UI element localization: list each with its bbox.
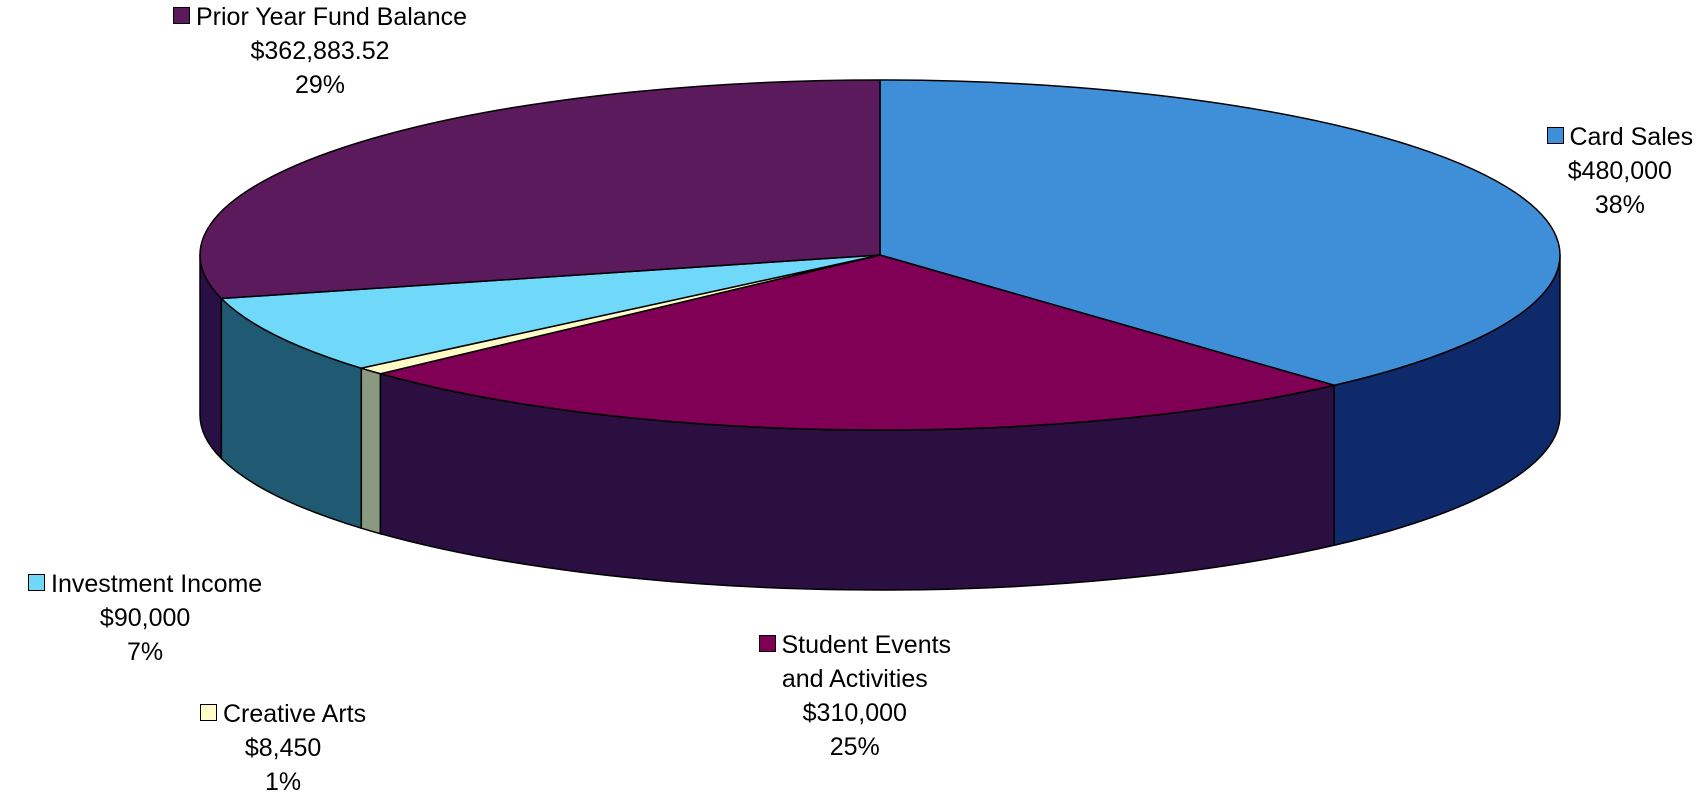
slice-value-label: $480,000 — [1567, 157, 1672, 185]
legend-key-creative-arts — [200, 704, 217, 721]
slice-value-label: $362,883.52 — [250, 37, 390, 65]
data-label-investment-income: Investment Income $90,000 7% — [28, 567, 262, 669]
data-label-student-events-and-activities: Student Events and Activities $310,000 25% — [758, 628, 952, 764]
legend-key-investment-income — [28, 574, 45, 591]
slice-percent-label: 7% — [127, 638, 164, 666]
slice-name-label: Prior Year Fund Balance — [196, 3, 468, 31]
slice-side-creative-arts — [360, 367, 382, 535]
slice-name-label: Student Events — [781, 631, 952, 659]
slice-percent-label: 29% — [294, 71, 346, 99]
slice-value-label: $8,450 — [244, 734, 322, 762]
slice-name-label: Creative Arts — [223, 700, 367, 728]
legend-key-student-events-and-activities — [758, 635, 776, 652]
slice-percent-label: 25% — [829, 733, 880, 761]
pie-tops — [199, 79, 1561, 431]
slice-name-label: Investment Income — [51, 570, 263, 598]
slice-name-label: Card Sales — [1569, 123, 1694, 151]
data-label-creative-arts: Creative Arts $8,450 1% — [200, 697, 366, 799]
data-label-prior-year-fund-balance: Prior Year Fund Balance $362,883.52 29% — [173, 0, 467, 102]
slice-investment-income — [220, 254, 881, 369]
legend-key-card-sales — [1546, 127, 1564, 144]
slice-percent-label: 1% — [264, 768, 302, 796]
slice-card-sales — [879, 79, 1561, 386]
slice-value-label: $310,000 — [802, 699, 907, 727]
slice-name-label: and Activities — [781, 665, 928, 693]
slice-percent-label: 38% — [1594, 191, 1645, 219]
slice-value-label: $90,000 — [99, 604, 191, 632]
data-label-card-sales: Card Sales $480,000 38% — [1546, 120, 1694, 222]
slice-prior-year-fund-balance — [199, 79, 881, 300]
legend-key-prior-year-fund-balance — [173, 7, 190, 24]
slice-student-events-and-activities — [379, 254, 1335, 431]
pie-sides — [199, 254, 1561, 591]
